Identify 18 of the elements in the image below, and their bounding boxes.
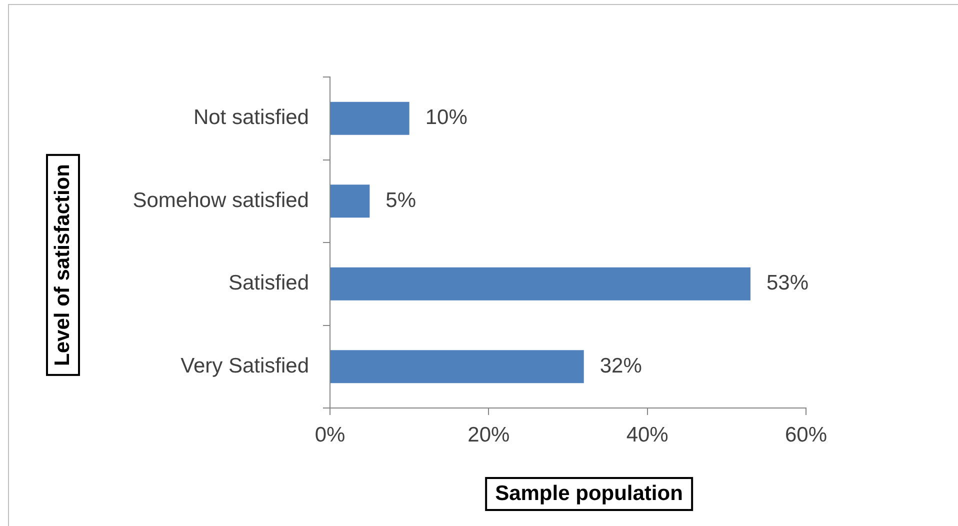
- x-tick-label: 20%: [468, 423, 510, 446]
- x-axis-title: Sample population: [485, 477, 693, 511]
- y-tick-label: Satisfied: [228, 272, 309, 295]
- data-label: 32%: [600, 354, 642, 378]
- bar: [330, 350, 584, 384]
- data-label: 5%: [386, 188, 416, 212]
- bar: [330, 102, 410, 135]
- y-axis-title: Level of satisfaction: [46, 154, 80, 376]
- bar: [330, 184, 370, 218]
- data-label: 53%: [766, 272, 808, 295]
- y-tick-label: Not satisfied: [193, 106, 309, 130]
- x-tick-label: 60%: [784, 423, 828, 446]
- y-tick-label: Very Satisfied: [180, 354, 309, 378]
- x-tick-label: 0%: [314, 423, 346, 446]
- bar: [330, 267, 750, 300]
- y-tick-label: Somehow satisfied: [132, 188, 309, 212]
- x-tick-label: 40%: [626, 423, 668, 446]
- data-label: 10%: [425, 106, 468, 130]
